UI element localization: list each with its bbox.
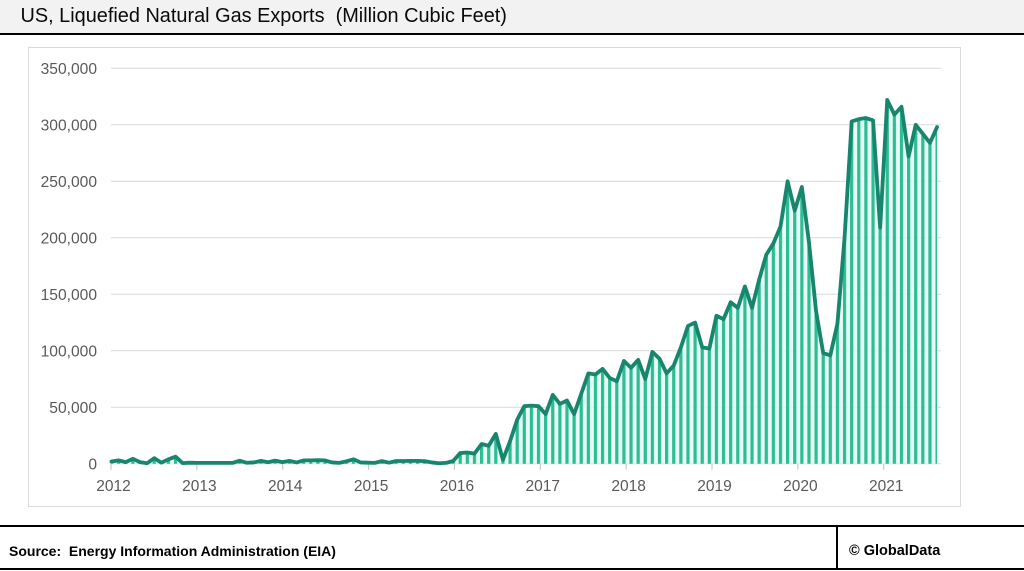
svg-text:0: 0: [88, 457, 97, 474]
svg-text:2014: 2014: [268, 478, 303, 495]
svg-text:300,000: 300,000: [41, 118, 98, 135]
svg-text:2015: 2015: [354, 478, 388, 495]
svg-text:2013: 2013: [182, 478, 216, 495]
svg-text:100,000: 100,000: [41, 344, 98, 361]
svg-text:250,000: 250,000: [41, 174, 98, 191]
svg-text:2012: 2012: [96, 478, 130, 495]
svg-text:200,000: 200,000: [41, 231, 98, 248]
svg-text:50,000: 50,000: [49, 400, 97, 417]
svg-text:2019: 2019: [697, 478, 731, 495]
svg-text:150,000: 150,000: [41, 287, 98, 304]
svg-text:350,000: 350,000: [41, 61, 98, 78]
svg-text:2020: 2020: [783, 478, 818, 495]
svg-text:2017: 2017: [526, 478, 560, 495]
svg-text:2018: 2018: [611, 478, 645, 495]
svg-text:2016: 2016: [440, 478, 474, 495]
svg-text:2021: 2021: [869, 478, 903, 495]
